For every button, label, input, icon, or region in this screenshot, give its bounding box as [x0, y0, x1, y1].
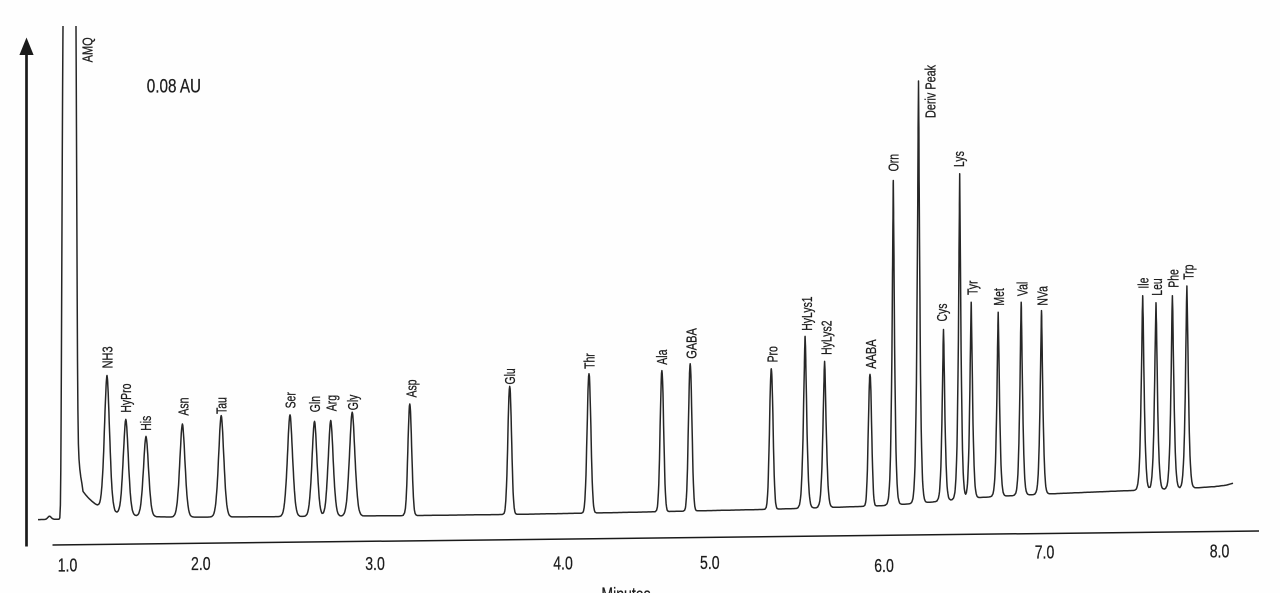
svg-text:AMQ: AMQ — [79, 37, 96, 62]
svg-text:Leu: Leu — [1149, 278, 1165, 295]
svg-text:6.0: 6.0 — [874, 556, 894, 576]
svg-text:Glu: Glu — [502, 368, 518, 384]
svg-text:4.0: 4.0 — [553, 554, 573, 574]
svg-text:Minutes: Minutes — [601, 585, 650, 593]
svg-text:Thr: Thr — [582, 353, 598, 369]
svg-text:Trp: Trp — [1181, 265, 1197, 280]
svg-text:Tau: Tau — [214, 397, 230, 414]
svg-text:Gln: Gln — [307, 396, 323, 412]
svg-text:Lys: Lys — [951, 151, 967, 167]
svg-text:Orn: Orn — [886, 154, 902, 171]
svg-text:HyLys1: HyLys1 — [799, 296, 815, 330]
svg-text:Ser: Ser — [283, 392, 299, 408]
svg-text:Ala: Ala — [655, 349, 671, 365]
svg-text:NVa: NVa — [1035, 285, 1051, 305]
svg-text:1.0: 1.0 — [58, 556, 78, 576]
svg-text:7.0: 7.0 — [1035, 543, 1055, 563]
svg-text:AABA: AABA — [862, 339, 879, 369]
svg-text:Val: Val — [1015, 282, 1031, 296]
svg-text:Asp: Asp — [404, 380, 420, 398]
svg-text:Ile: Ile — [1136, 278, 1152, 289]
svg-text:8.0: 8.0 — [1210, 542, 1230, 562]
svg-text:Pro: Pro — [765, 346, 781, 362]
svg-text:Phe: Phe — [1166, 269, 1182, 288]
svg-text:Tyr: Tyr — [965, 281, 981, 295]
svg-text:5.0: 5.0 — [700, 553, 720, 573]
svg-text:Arg: Arg — [324, 395, 340, 411]
svg-text:Gly: Gly — [345, 394, 361, 410]
svg-text:0.08 AU: 0.08 AU — [147, 75, 201, 97]
svg-text:Cys: Cys — [934, 304, 950, 322]
svg-text:3.0: 3.0 — [365, 554, 385, 574]
svg-text:Deriv Peak: Deriv Peak — [922, 64, 939, 118]
svg-text:Met: Met — [991, 288, 1007, 306]
svg-text:2.0: 2.0 — [191, 554, 211, 574]
svg-text:Asn: Asn — [176, 398, 192, 416]
svg-text:His: His — [138, 416, 154, 431]
svg-text:NH3: NH3 — [99, 346, 116, 368]
svg-text:HyPro: HyPro — [118, 384, 134, 413]
svg-text:GABA: GABA — [683, 328, 700, 359]
svg-text:HyLys2: HyLys2 — [819, 320, 835, 354]
